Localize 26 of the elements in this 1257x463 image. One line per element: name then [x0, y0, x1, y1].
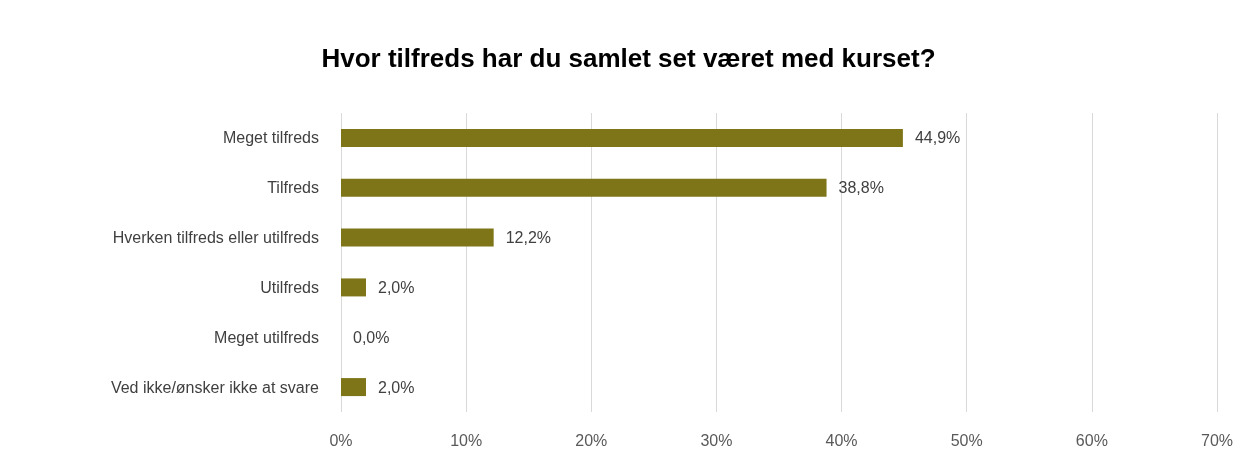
data-label: 12,2% — [505, 229, 552, 247]
bar — [341, 228, 494, 247]
y-tick-label: Utilfreds — [260, 278, 319, 296]
data-label: 44,9% — [914, 129, 961, 147]
x-tick-label: 10% — [450, 431, 483, 449]
chart-title: Hvor tilfreds har du samlet set været med kurset? — [321, 43, 936, 73]
bar — [341, 178, 827, 197]
y-tick-label: Tilfreds — [267, 179, 319, 197]
y-tick-label: Meget utilfreds — [214, 328, 319, 346]
y-tick-label: Ved ikke/ønsker ikke at svare — [110, 378, 320, 396]
x-tick-label: 30% — [700, 431, 733, 449]
data-label: 0,0% — [353, 328, 390, 346]
y-tick-label: Meget tilfreds — [222, 129, 319, 147]
y-tick-label: Hverken tilfreds eller utilfreds — [112, 229, 319, 247]
data-label: 2,0% — [378, 278, 415, 296]
data-label: 2,0% — [378, 378, 415, 396]
x-tick-label: 60% — [1075, 431, 1108, 449]
x-tick-label: 20% — [575, 431, 608, 449]
bar — [341, 378, 367, 397]
x-tick-label: 50% — [950, 431, 983, 449]
x-tick-label: 0% — [329, 431, 353, 449]
x-tick-label: 70% — [1200, 431, 1234, 449]
bar — [341, 278, 367, 297]
data-label: 38,8% — [838, 179, 884, 197]
x-tick-label: 40% — [825, 431, 858, 449]
bar — [341, 128, 903, 147]
